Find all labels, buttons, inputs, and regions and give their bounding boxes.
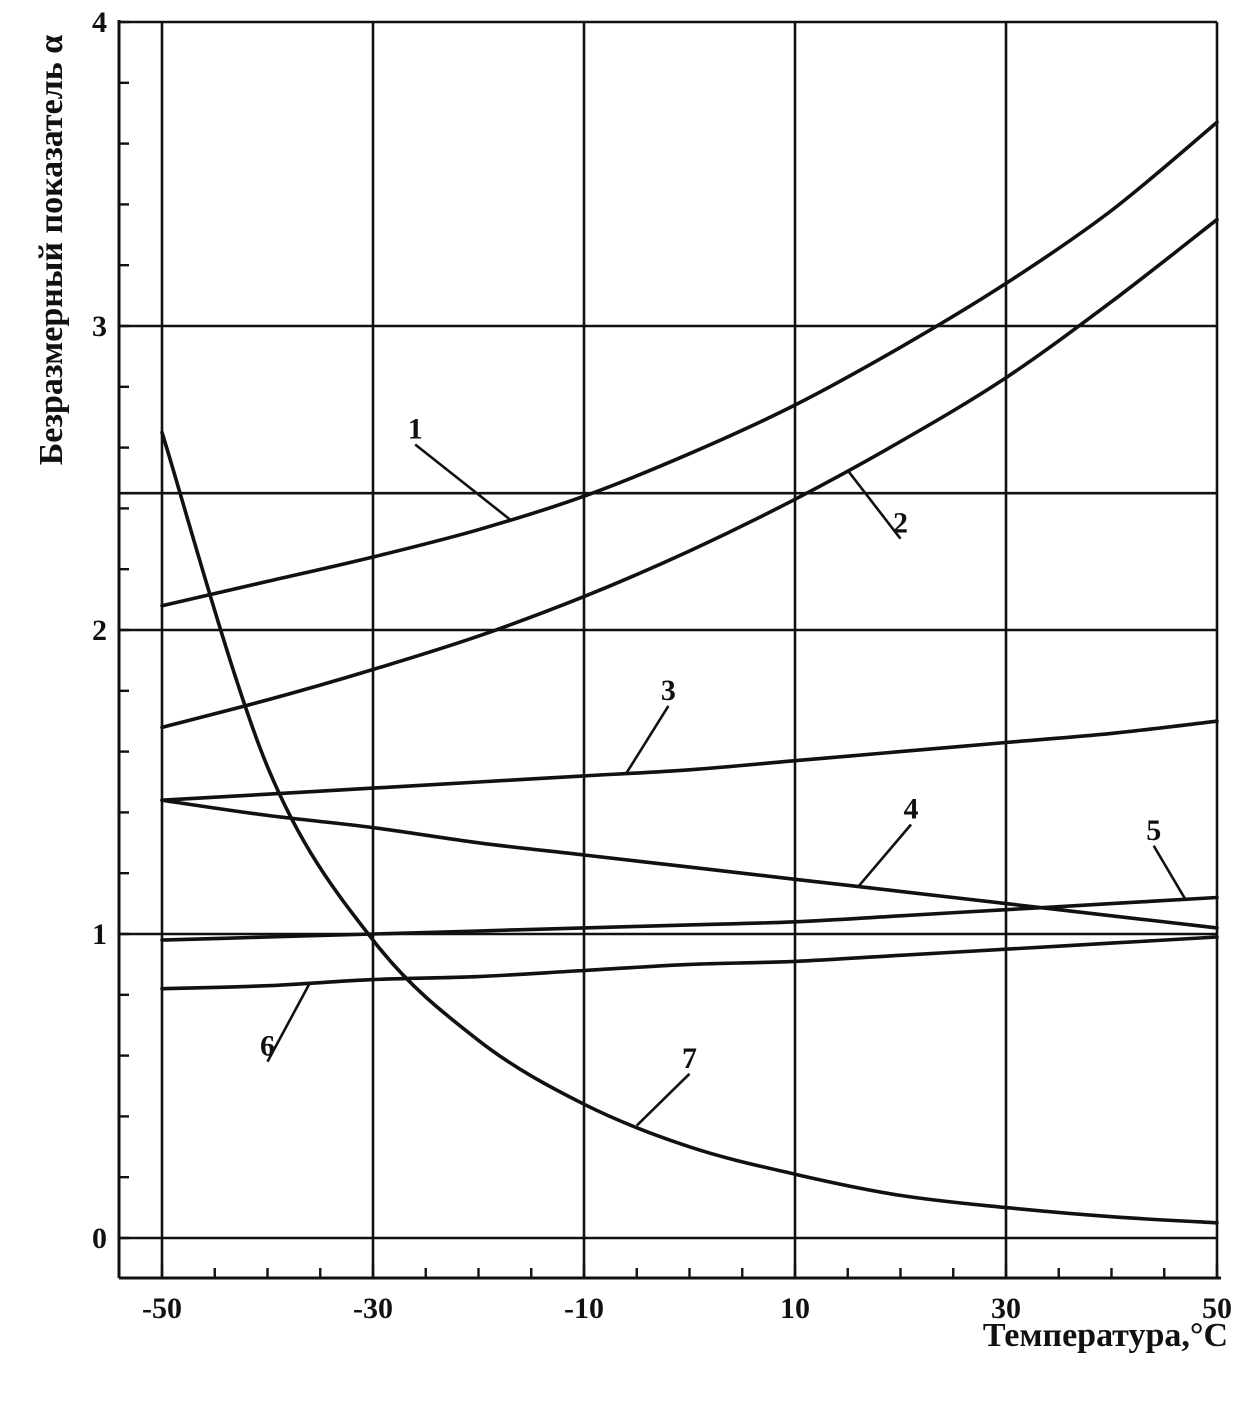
curve-7 bbox=[160, 430, 1219, 1225]
grid-layer bbox=[119, 20, 1219, 1278]
curve-6 bbox=[160, 935, 1219, 991]
y-axis-title: Безразмерный показатель α bbox=[33, 35, 70, 466]
y-tick-label: 1 bbox=[92, 918, 107, 951]
y-tick-label: 0 bbox=[92, 1222, 107, 1255]
leader-line-1 bbox=[414, 443, 511, 521]
curve-label-5: 5 bbox=[1146, 814, 1161, 847]
y-tick-label: 3 bbox=[92, 310, 107, 343]
curve-label-3: 3 bbox=[661, 674, 676, 707]
curve-layer bbox=[160, 120, 1219, 1225]
axis-layer: -50 -30 -10 10 30 50 0 1 2 3 4 bbox=[92, 6, 1232, 1325]
curve-1 bbox=[160, 120, 1219, 608]
curve-label-1: 1 bbox=[408, 412, 423, 445]
curve-label-7: 7 bbox=[682, 1042, 697, 1075]
curve-5 bbox=[160, 895, 1219, 942]
leader-line-7 bbox=[635, 1072, 691, 1127]
leader-line-2 bbox=[846, 469, 902, 540]
y-tick-label: 2 bbox=[92, 614, 107, 647]
leader-line-5 bbox=[1152, 845, 1187, 901]
leader-line-4 bbox=[857, 823, 913, 888]
curve-3 bbox=[160, 719, 1219, 802]
x-tick-label: -50 bbox=[142, 1292, 182, 1325]
x-tick-label: -30 bbox=[353, 1292, 393, 1325]
x-tick-label: -10 bbox=[564, 1292, 604, 1325]
leader-line-6 bbox=[266, 982, 311, 1063]
curve-2 bbox=[160, 217, 1219, 730]
curve-label-4: 4 bbox=[904, 792, 919, 825]
x-tick-label: 10 bbox=[780, 1292, 810, 1325]
y-tick-label: 4 bbox=[92, 6, 107, 39]
curve-label-6: 6 bbox=[260, 1030, 275, 1063]
x-tick-label: 30 bbox=[991, 1292, 1021, 1325]
curve-label-2: 2 bbox=[893, 507, 908, 540]
label-layer: 1 2 3 4 5 6 7 bbox=[260, 412, 1187, 1127]
curve-4 bbox=[160, 798, 1219, 930]
x-tick-label: 50 bbox=[1202, 1292, 1232, 1325]
leader-line-3 bbox=[625, 705, 670, 775]
x-axis-title: Температура,°C bbox=[983, 1317, 1228, 1354]
